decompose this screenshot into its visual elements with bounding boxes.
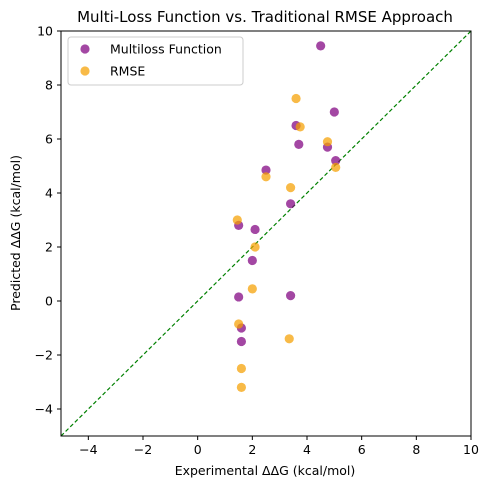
rmse-point-12 (236, 382, 246, 392)
multiloss-point-3 (294, 139, 304, 149)
legend-box (67, 36, 244, 86)
multiloss-point-0 (316, 41, 326, 51)
x-tick-label: 4 (303, 442, 311, 457)
plot-area (60, 30, 472, 437)
legend-marker-1 (80, 66, 90, 76)
multiloss-point-7 (286, 199, 296, 209)
y-axis-label: Predicted ΔΔG (kcal/mol) (8, 155, 23, 311)
plot-frame (60, 30, 472, 437)
legend: Multiloss Function RMSE (67, 36, 244, 86)
rmse-point-5 (286, 183, 296, 193)
diagonal-reference-line (60, 30, 472, 437)
multiloss-point-1 (329, 107, 339, 117)
multiloss-point-14 (236, 336, 246, 347)
x-tick-label: 2 (248, 442, 256, 457)
multiloss-point-10 (247, 255, 257, 266)
rmse-point-2 (322, 137, 333, 147)
chart-title: Multi-Loss Function vs. Traditional RMSE… (77, 8, 453, 26)
axes: −4 −2 0 2 4 6 8 10 −4 −2 0 2 4 6 8 10 (35, 24, 479, 458)
rmse-point-4 (261, 172, 271, 182)
y-tick-label: 0 (45, 294, 53, 309)
y-tick-label: 10 (37, 24, 53, 39)
rmse-point-0 (291, 93, 301, 104)
rmse-point-8 (247, 284, 257, 294)
multiloss-point-12 (286, 291, 296, 301)
legend-marker-0 (80, 44, 90, 54)
y-tick-label: 2 (45, 240, 53, 255)
rmse-point-9 (234, 319, 244, 329)
rmse-point-1 (295, 122, 305, 132)
multiloss-point-6 (261, 165, 271, 175)
x-axis-label: Experimental ΔΔG (kcal/mol) (175, 463, 356, 478)
multiloss-point-11 (234, 292, 244, 302)
rmse-point-10 (284, 334, 294, 344)
y-tick-label: 8 (45, 78, 53, 93)
multiloss-point-5 (331, 156, 341, 166)
multiloss-point-9 (250, 224, 260, 235)
rmse-point-3 (331, 162, 341, 172)
rmse-point-7 (250, 242, 260, 252)
rmse-point-6 (232, 215, 242, 225)
x-tick-label: 8 (412, 442, 420, 457)
x-tick-label: 6 (358, 442, 366, 457)
y-tick-label: −2 (35, 348, 53, 363)
rmse-point-11 (236, 363, 246, 374)
y-tick-label: 6 (45, 132, 53, 147)
y-tick-label: −4 (35, 402, 53, 417)
y-tick-label: 4 (45, 186, 53, 201)
x-tick-label: 0 (194, 442, 202, 457)
legend-label-0: Multiloss Function (110, 42, 222, 57)
x-tick-label: −4 (79, 442, 97, 457)
legend-label-1: RMSE (110, 64, 145, 79)
x-tick-label: −2 (134, 442, 152, 457)
x-tick-label: 10 (463, 442, 479, 457)
